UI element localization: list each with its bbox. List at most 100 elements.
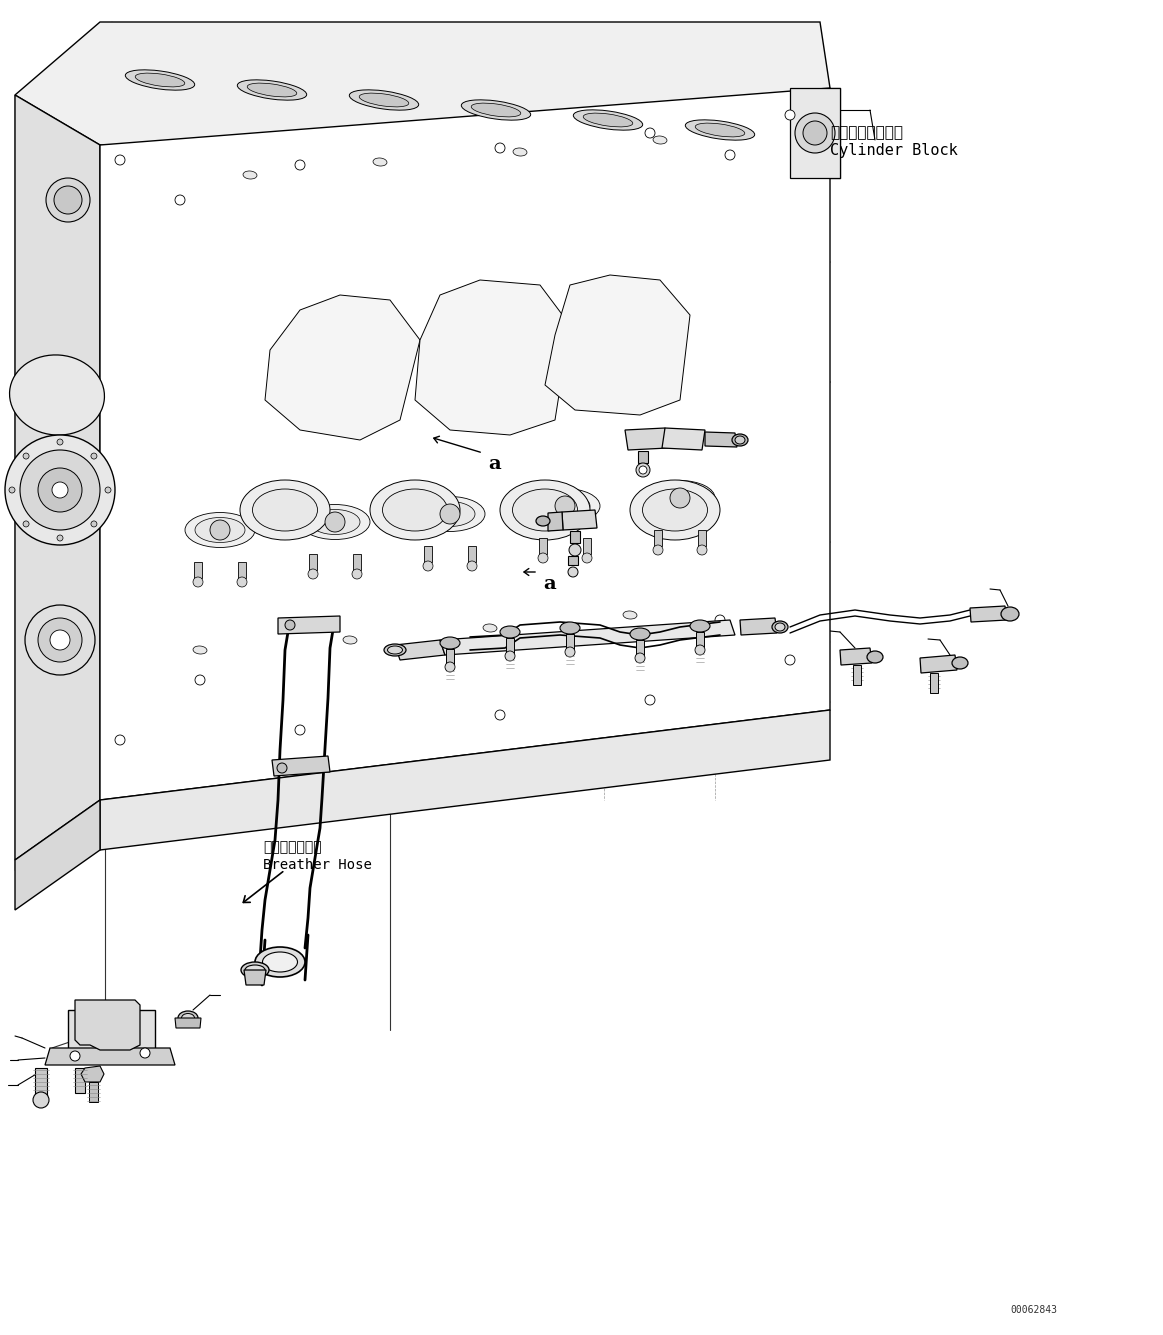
- Circle shape: [211, 521, 230, 539]
- Polygon shape: [15, 21, 830, 146]
- Bar: [695, 631, 704, 647]
- Ellipse shape: [370, 481, 461, 539]
- Polygon shape: [920, 655, 957, 673]
- Ellipse shape: [178, 1011, 198, 1025]
- Ellipse shape: [185, 513, 255, 547]
- Circle shape: [23, 521, 29, 527]
- Ellipse shape: [311, 510, 361, 534]
- Circle shape: [725, 150, 735, 160]
- Circle shape: [308, 569, 317, 579]
- Text: Breather Hose: Breather Hose: [263, 858, 372, 872]
- Text: ブリーザホース: ブリーザホース: [263, 840, 322, 854]
- Ellipse shape: [252, 489, 317, 531]
- Bar: [930, 673, 939, 693]
- Polygon shape: [265, 295, 420, 441]
- Ellipse shape: [775, 623, 785, 631]
- Polygon shape: [970, 606, 1007, 622]
- Bar: [790, 88, 840, 178]
- Circle shape: [802, 121, 827, 146]
- Circle shape: [652, 545, 663, 555]
- Ellipse shape: [9, 355, 105, 435]
- Circle shape: [115, 155, 124, 166]
- Circle shape: [52, 482, 67, 498]
- Circle shape: [555, 497, 575, 517]
- Circle shape: [195, 676, 205, 685]
- Ellipse shape: [483, 623, 497, 631]
- Ellipse shape: [135, 73, 185, 87]
- Polygon shape: [705, 433, 737, 447]
- Ellipse shape: [237, 80, 307, 100]
- Circle shape: [445, 662, 455, 672]
- Ellipse shape: [245, 965, 265, 975]
- Bar: [445, 649, 454, 663]
- Ellipse shape: [655, 486, 705, 510]
- Ellipse shape: [685, 120, 755, 140]
- Ellipse shape: [243, 171, 257, 179]
- Bar: [309, 554, 317, 570]
- Polygon shape: [638, 451, 648, 463]
- Circle shape: [670, 489, 690, 509]
- Polygon shape: [45, 1048, 174, 1065]
- Circle shape: [324, 513, 345, 533]
- Bar: [654, 530, 662, 546]
- Circle shape: [638, 466, 647, 474]
- Ellipse shape: [561, 622, 580, 634]
- Circle shape: [9, 487, 15, 493]
- Circle shape: [505, 651, 515, 661]
- Bar: [636, 639, 644, 655]
- Circle shape: [20, 450, 100, 530]
- Ellipse shape: [540, 494, 590, 518]
- Polygon shape: [570, 531, 580, 543]
- Ellipse shape: [359, 93, 408, 107]
- Ellipse shape: [195, 518, 245, 542]
- Ellipse shape: [630, 481, 720, 539]
- Circle shape: [495, 710, 505, 720]
- Circle shape: [115, 736, 124, 745]
- Polygon shape: [174, 1019, 201, 1028]
- Polygon shape: [15, 95, 100, 860]
- Bar: [74, 1068, 85, 1093]
- Ellipse shape: [513, 148, 527, 156]
- Circle shape: [636, 463, 650, 477]
- Circle shape: [50, 630, 70, 650]
- Polygon shape: [15, 800, 100, 910]
- Ellipse shape: [500, 626, 520, 638]
- Ellipse shape: [732, 434, 748, 446]
- Circle shape: [24, 605, 95, 676]
- Ellipse shape: [866, 651, 883, 663]
- Ellipse shape: [513, 489, 578, 531]
- Bar: [506, 638, 514, 653]
- Ellipse shape: [349, 89, 419, 111]
- Ellipse shape: [255, 947, 305, 977]
- Ellipse shape: [240, 481, 330, 539]
- Ellipse shape: [241, 963, 269, 979]
- Ellipse shape: [471, 103, 521, 117]
- Circle shape: [38, 618, 83, 662]
- Ellipse shape: [772, 621, 789, 633]
- Circle shape: [697, 545, 707, 555]
- Circle shape: [5, 435, 115, 545]
- Polygon shape: [100, 88, 830, 800]
- Circle shape: [352, 569, 362, 579]
- Polygon shape: [662, 429, 705, 450]
- Ellipse shape: [462, 100, 530, 120]
- Polygon shape: [440, 619, 735, 655]
- Circle shape: [47, 178, 90, 222]
- Ellipse shape: [1001, 607, 1019, 621]
- Circle shape: [795, 113, 835, 154]
- Text: a: a: [543, 575, 556, 593]
- Ellipse shape: [383, 489, 448, 531]
- Circle shape: [565, 647, 575, 657]
- Ellipse shape: [583, 113, 633, 127]
- Circle shape: [645, 128, 655, 138]
- Polygon shape: [100, 710, 830, 850]
- Circle shape: [33, 1092, 49, 1108]
- Circle shape: [569, 543, 582, 555]
- Ellipse shape: [248, 83, 297, 97]
- Circle shape: [285, 619, 295, 630]
- Text: Cylinder Block: Cylinder Block: [830, 143, 958, 158]
- Circle shape: [277, 764, 287, 773]
- Circle shape: [295, 725, 305, 736]
- Ellipse shape: [263, 952, 298, 972]
- Ellipse shape: [343, 635, 357, 643]
